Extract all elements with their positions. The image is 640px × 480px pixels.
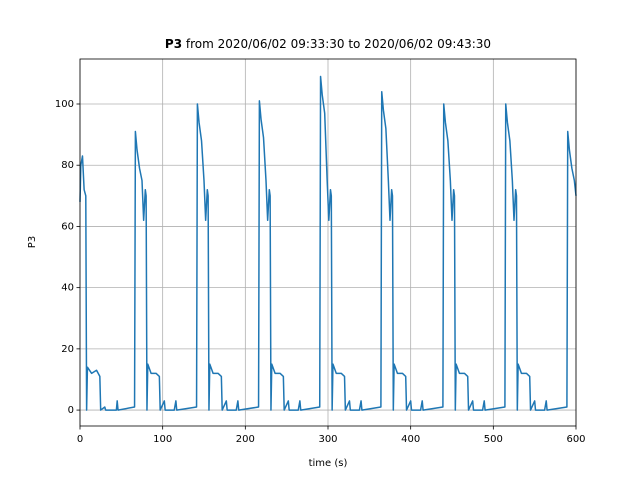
y-tick-label: 20 [61, 344, 74, 355]
x-tick-label: 200 [236, 434, 255, 445]
x-tick-label: 600 [566, 434, 585, 445]
x-tick-label: 500 [484, 434, 503, 445]
title-rest: from 2020/06/02 09:33:30 to 2020/06/02 0… [182, 37, 491, 51]
y-tick-label: 60 [61, 221, 74, 232]
y-axis-label: P3 [27, 236, 38, 248]
x-axis-label: time (s) [309, 458, 348, 469]
axes-frame [79, 58, 577, 427]
y-tick-label: 100 [55, 99, 74, 110]
y-tick-label: 80 [61, 160, 74, 171]
x-tick-label: 400 [401, 434, 420, 445]
x-tick-label: 300 [318, 434, 337, 445]
title-bold: P3 [165, 37, 182, 51]
y-tick-label: 0 [68, 405, 74, 416]
x-tick-label: 0 [77, 434, 83, 445]
data-line [79, 75, 577, 411]
x-tick-label: 100 [153, 434, 172, 445]
chart-title: P3 from 2020/06/02 09:33:30 to 2020/06/0… [165, 37, 491, 51]
y-tick-label: 40 [61, 283, 74, 294]
